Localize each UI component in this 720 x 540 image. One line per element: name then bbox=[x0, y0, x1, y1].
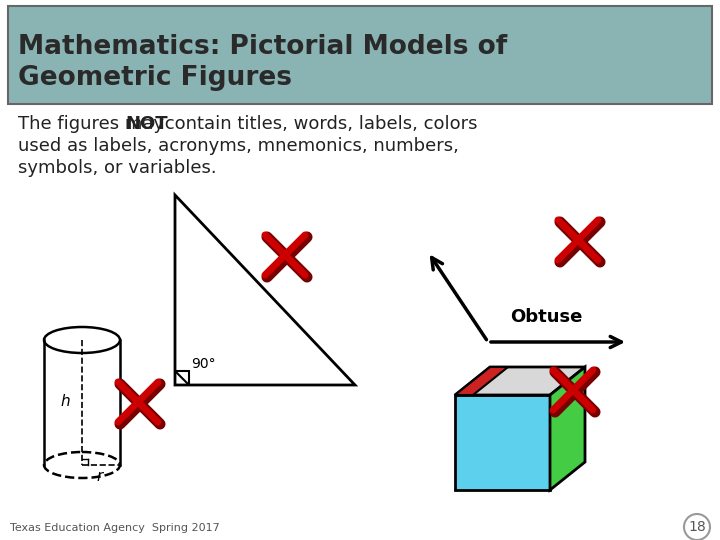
Text: Obtuse: Obtuse bbox=[510, 308, 582, 326]
Text: symbols, or variables.: symbols, or variables. bbox=[18, 159, 217, 177]
Text: Geometric Figures: Geometric Figures bbox=[18, 65, 292, 91]
Text: contain titles, words, labels, colors: contain titles, words, labels, colors bbox=[159, 115, 477, 133]
Text: used as labels, acronyms, mnemonics, numbers,: used as labels, acronyms, mnemonics, num… bbox=[18, 137, 459, 155]
Text: Texas Education Agency  Spring 2017: Texas Education Agency Spring 2017 bbox=[10, 523, 220, 533]
Text: The figures may: The figures may bbox=[18, 115, 170, 133]
Text: 90°: 90° bbox=[191, 357, 215, 371]
Text: NOT: NOT bbox=[125, 115, 168, 133]
Polygon shape bbox=[455, 367, 585, 395]
Text: Mathematics: Pictorial Models of: Mathematics: Pictorial Models of bbox=[18, 34, 508, 60]
Polygon shape bbox=[455, 395, 550, 490]
Text: 18: 18 bbox=[688, 520, 706, 534]
Text: r: r bbox=[96, 469, 102, 484]
Polygon shape bbox=[455, 367, 508, 395]
Polygon shape bbox=[550, 367, 585, 490]
FancyBboxPatch shape bbox=[8, 6, 712, 104]
Text: h: h bbox=[60, 395, 70, 409]
